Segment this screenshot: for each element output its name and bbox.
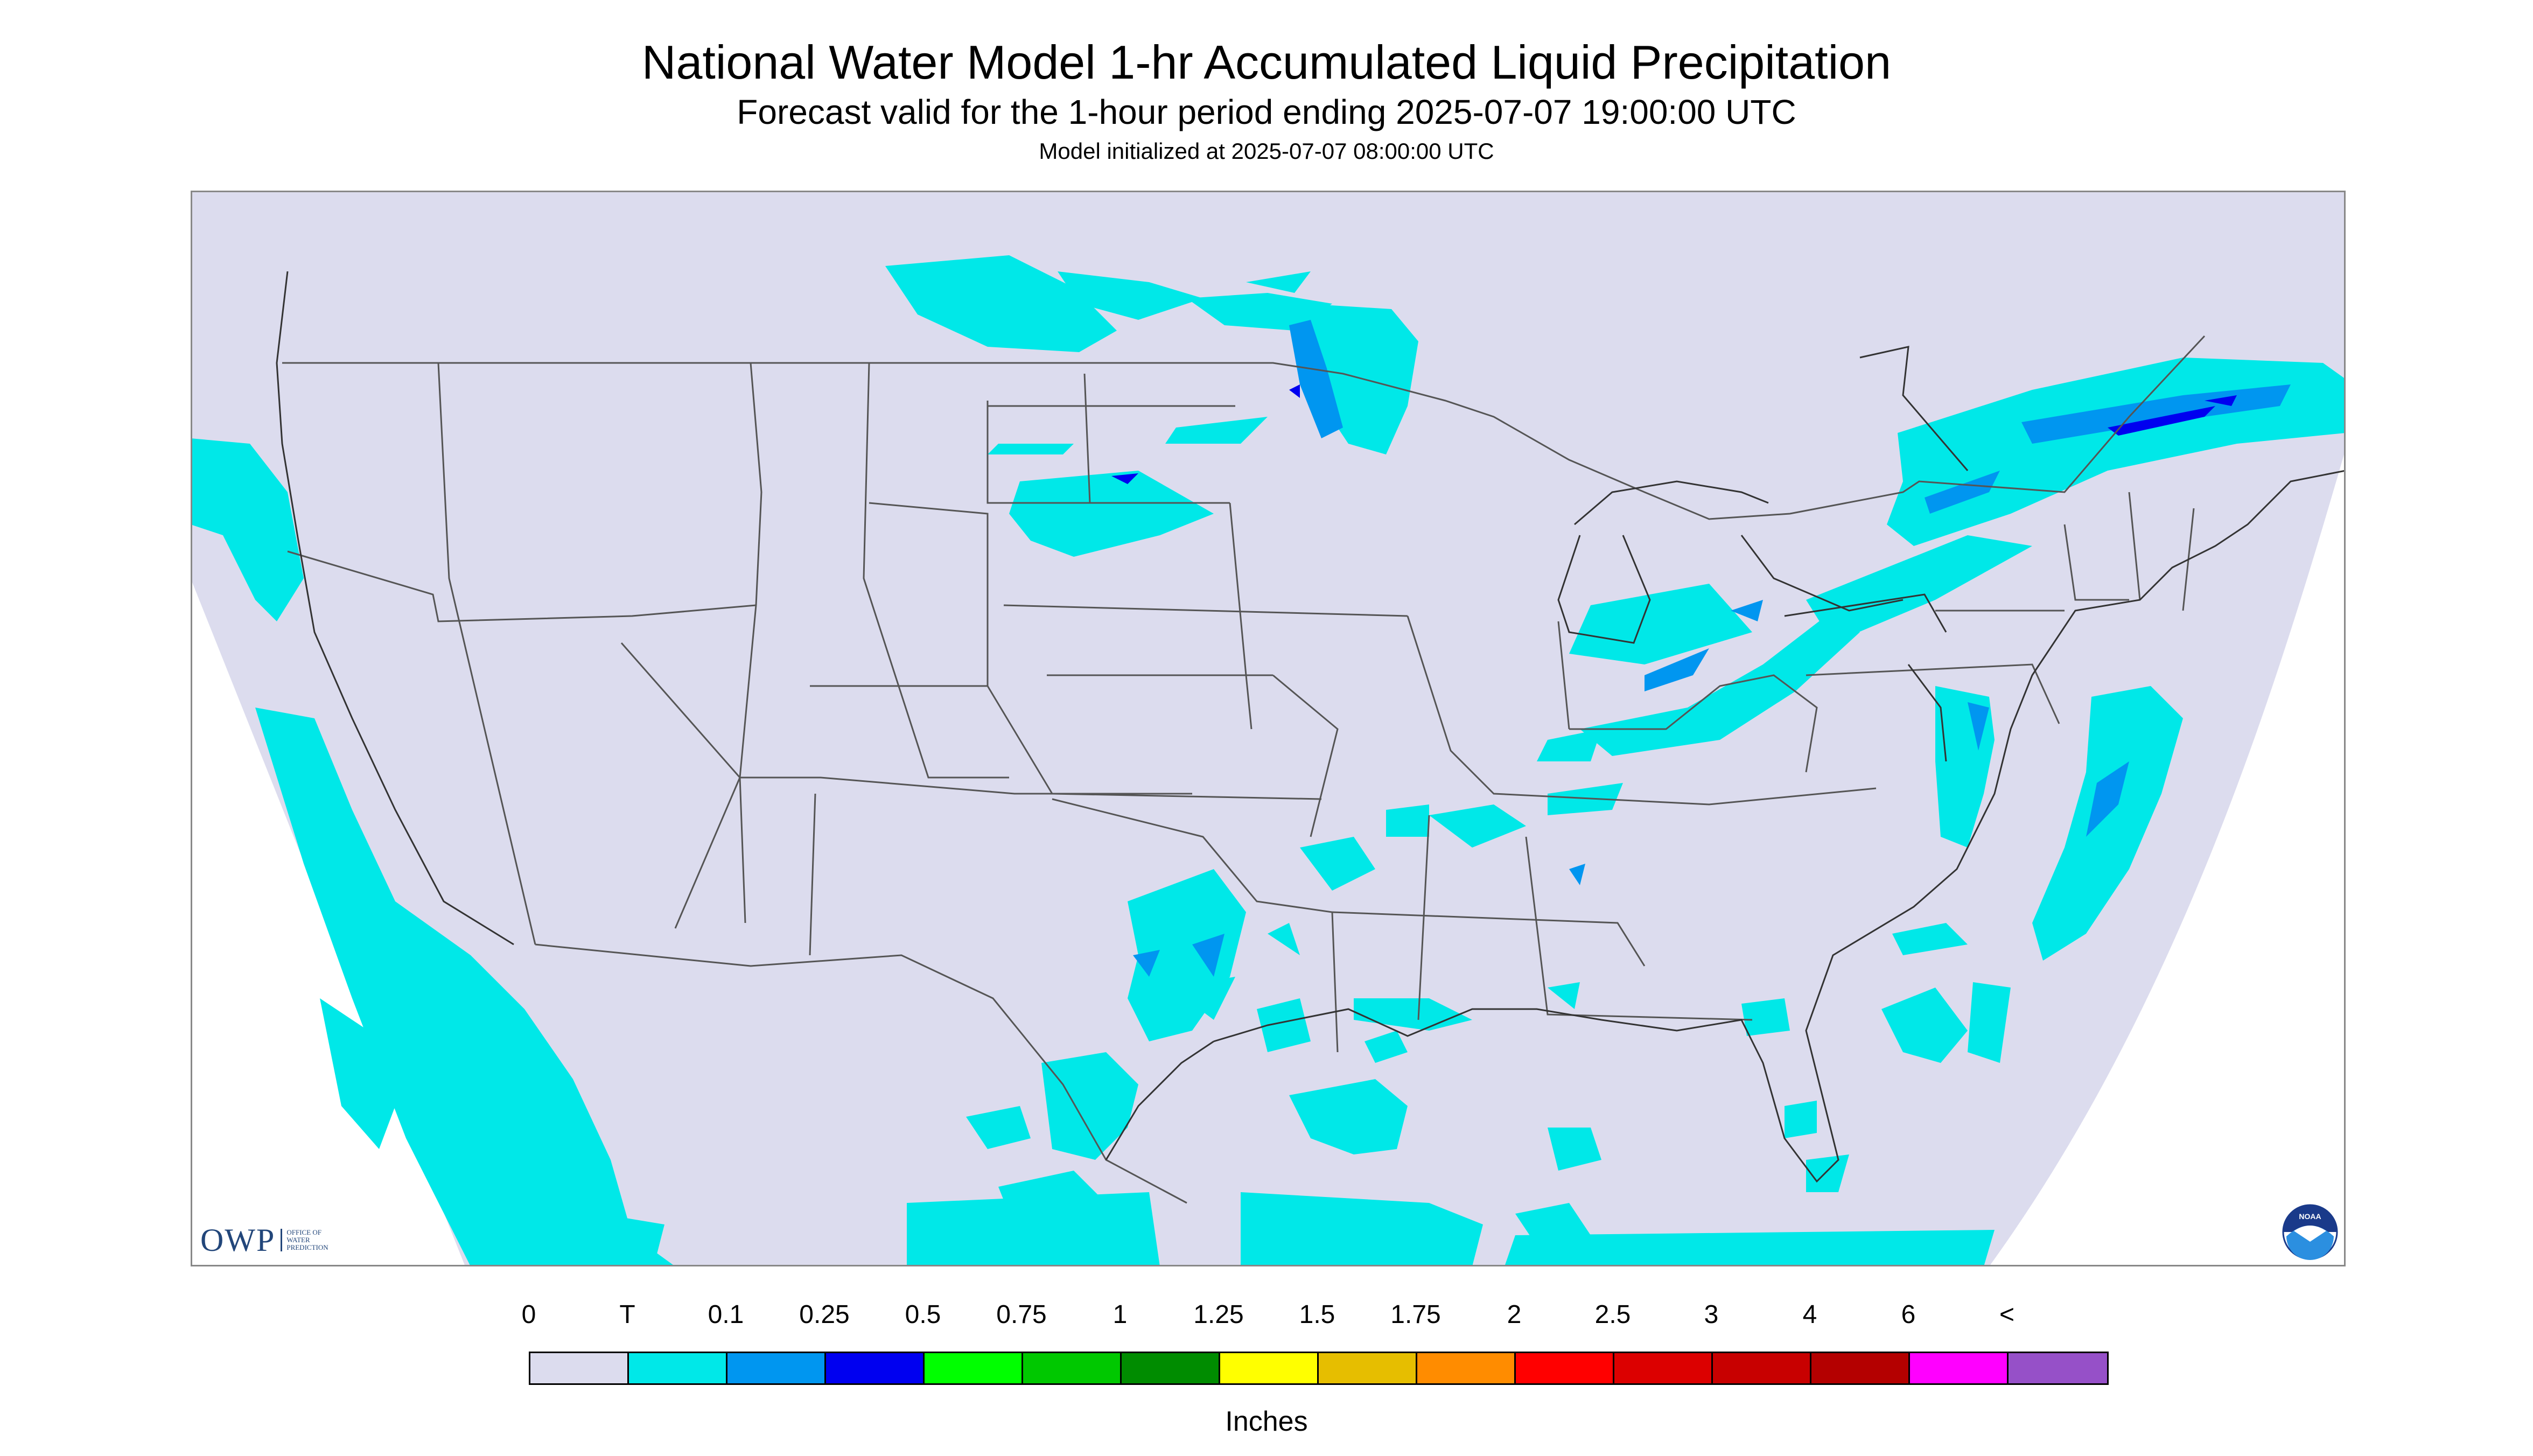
noaa-seal-icon: NOAA: [2282, 1204, 2338, 1260]
legend-swatch: [1122, 1353, 1220, 1383]
map-title: National Water Model 1-hr Accumulated Li…: [641, 36, 1892, 89]
legend-label: 1.25: [1193, 1300, 1244, 1329]
legend-label: 0.1: [708, 1300, 744, 1329]
noaa-text: NOAA: [2299, 1212, 2321, 1221]
legend-label: 2: [1507, 1300, 1522, 1329]
legend-swatch: [925, 1353, 1023, 1383]
map-frame: [191, 191, 2346, 1266]
legend-swatch: [1614, 1353, 1713, 1383]
legend-label: 0: [521, 1300, 536, 1329]
legend-swatch: [727, 1353, 826, 1383]
outside-domain-right: [1989, 449, 2346, 1266]
legend-swatch: [1516, 1353, 1614, 1383]
legend-label: 1: [1112, 1300, 1128, 1329]
legend-label: 2.5: [1594, 1300, 1631, 1329]
legend-swatch: [2009, 1353, 2107, 1383]
model-init-time: Model initialized at 2025-07-07 08:00:00…: [1039, 138, 1494, 164]
legend-swatch: [1023, 1353, 1122, 1383]
legend-swatch: [1910, 1353, 2009, 1383]
precipitation-map: [191, 191, 2346, 1266]
precip-quarter-areas: [1111, 384, 2237, 484]
legend-label: 4: [1802, 1300, 1817, 1329]
precip-trace-areas: [191, 255, 2346, 1266]
legend-color-bar: [529, 1352, 2109, 1385]
legend-swatch: [1811, 1353, 1910, 1383]
legend-label: 0.25: [799, 1300, 850, 1329]
legend-swatch: [1220, 1353, 1319, 1383]
coastlines: [276, 271, 2346, 1183]
legend-label: 0.75: [996, 1300, 1047, 1329]
legend-label: 6: [1901, 1300, 1916, 1329]
legend-label: T: [619, 1300, 635, 1329]
legend-swatch: [1713, 1353, 1811, 1383]
map-subtitle: Forecast valid for the 1-hour period end…: [737, 93, 1796, 131]
legend-labels: 0 T 0.1 0.25 0.5 0.75 1 1.25 1.5 1.75 2 2.5 3 4 6 <: [0, 1300, 2533, 1332]
legend-label: 0.5: [905, 1300, 941, 1329]
legend-units: Inches: [1225, 1406, 1308, 1437]
owp-logo-text: OFFICE OF WATER PREDICTION: [281, 1229, 328, 1251]
legend-swatch: [1417, 1353, 1516, 1383]
state-boundaries: [282, 335, 2206, 1204]
legend-label: 1.75: [1390, 1300, 1441, 1329]
legend-label: 1.5: [1299, 1300, 1335, 1329]
owp-logo: OWP OFFICE OF WATER PREDICTION: [200, 1221, 328, 1259]
owp-logo-letters: OWP: [200, 1222, 276, 1258]
legend-swatch: [629, 1353, 727, 1383]
legend-label: 3: [1704, 1300, 1719, 1329]
legend-label: <: [1999, 1300, 2015, 1329]
legend-swatch: [826, 1353, 925, 1383]
legend-swatch: [1319, 1353, 1417, 1383]
legend-swatch: [530, 1353, 629, 1383]
